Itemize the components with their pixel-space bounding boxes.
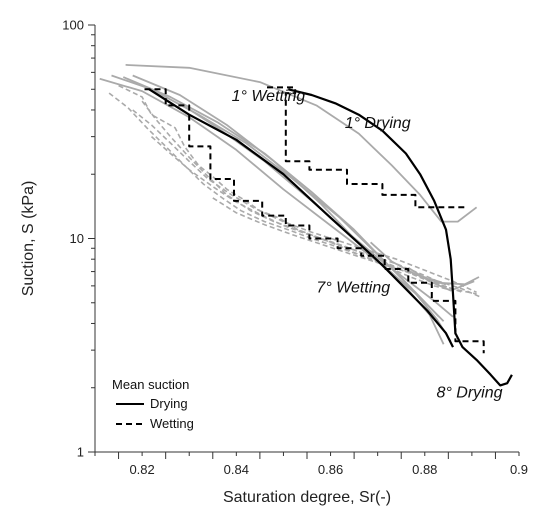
legend-label: Wetting (150, 416, 194, 431)
y-tick-label: 10 (70, 231, 84, 246)
series-line-drying-mean-1 (148, 88, 454, 348)
series-line-drying-test-7 (122, 76, 440, 318)
x-tick-label: 0.82 (129, 462, 154, 477)
y-tick-label: 1 (77, 445, 84, 460)
x-axis-title: Saturation degree, Sr(-) (223, 489, 391, 506)
series-line-wetting-test-15 (150, 136, 449, 287)
series-line-wetting-test-13 (108, 92, 477, 295)
x-tick-label: 0.84 (224, 462, 249, 477)
y-tick-label: 100 (62, 18, 84, 33)
x-tick-label: 0.86 (318, 462, 343, 477)
curve-annotation: 8° Drying (437, 384, 503, 401)
series-line-drying-test-8 (132, 74, 445, 322)
series-line-wetting-test-17 (212, 197, 482, 299)
y-axis-title: Suction, S (kPa) (20, 181, 37, 297)
annotations-layer: 1° Wetting 1° Drying 7° Wetting 8° Drying (232, 88, 503, 401)
series-line-drying-test-11 (407, 266, 475, 292)
series-line-wetting-mean-3 (144, 88, 485, 354)
curve-annotation: 7° Wetting (316, 279, 390, 296)
series-line-drying-test-4 (125, 64, 478, 223)
curve-annotation: 1° Drying (345, 115, 411, 132)
series-line-wetting-test-12 (118, 84, 454, 292)
legend-label: Drying (150, 396, 188, 411)
series-line-wetting-mean-2 (267, 86, 465, 209)
series-line-drying-test-6 (111, 74, 452, 342)
x-tick-label: 0.9 (510, 462, 528, 477)
series-layer (99, 64, 513, 387)
axes-layer: 0.82 0.84 0.86 0.88 0.9 1 10 100 Saturation degr… (20, 18, 528, 507)
curve-annotation: 1° Wetting (232, 88, 306, 105)
x-tick-label: 0.88 (412, 462, 437, 477)
legend: Mean suction Drying Wetting (112, 377, 194, 431)
series-line-wetting-test-16 (132, 109, 477, 294)
series-line-drying-mean-0 (287, 88, 513, 387)
legend-title: Mean suction (112, 377, 189, 392)
